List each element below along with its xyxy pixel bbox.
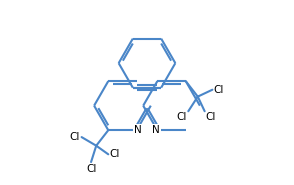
Text: Cl: Cl xyxy=(69,132,80,142)
Text: N: N xyxy=(134,125,141,135)
Text: N: N xyxy=(153,125,160,135)
Text: Cl: Cl xyxy=(109,149,120,159)
Text: Cl: Cl xyxy=(213,85,224,95)
Text: Cl: Cl xyxy=(176,112,187,122)
Text: Cl: Cl xyxy=(86,164,96,174)
Text: Cl: Cl xyxy=(206,112,216,122)
